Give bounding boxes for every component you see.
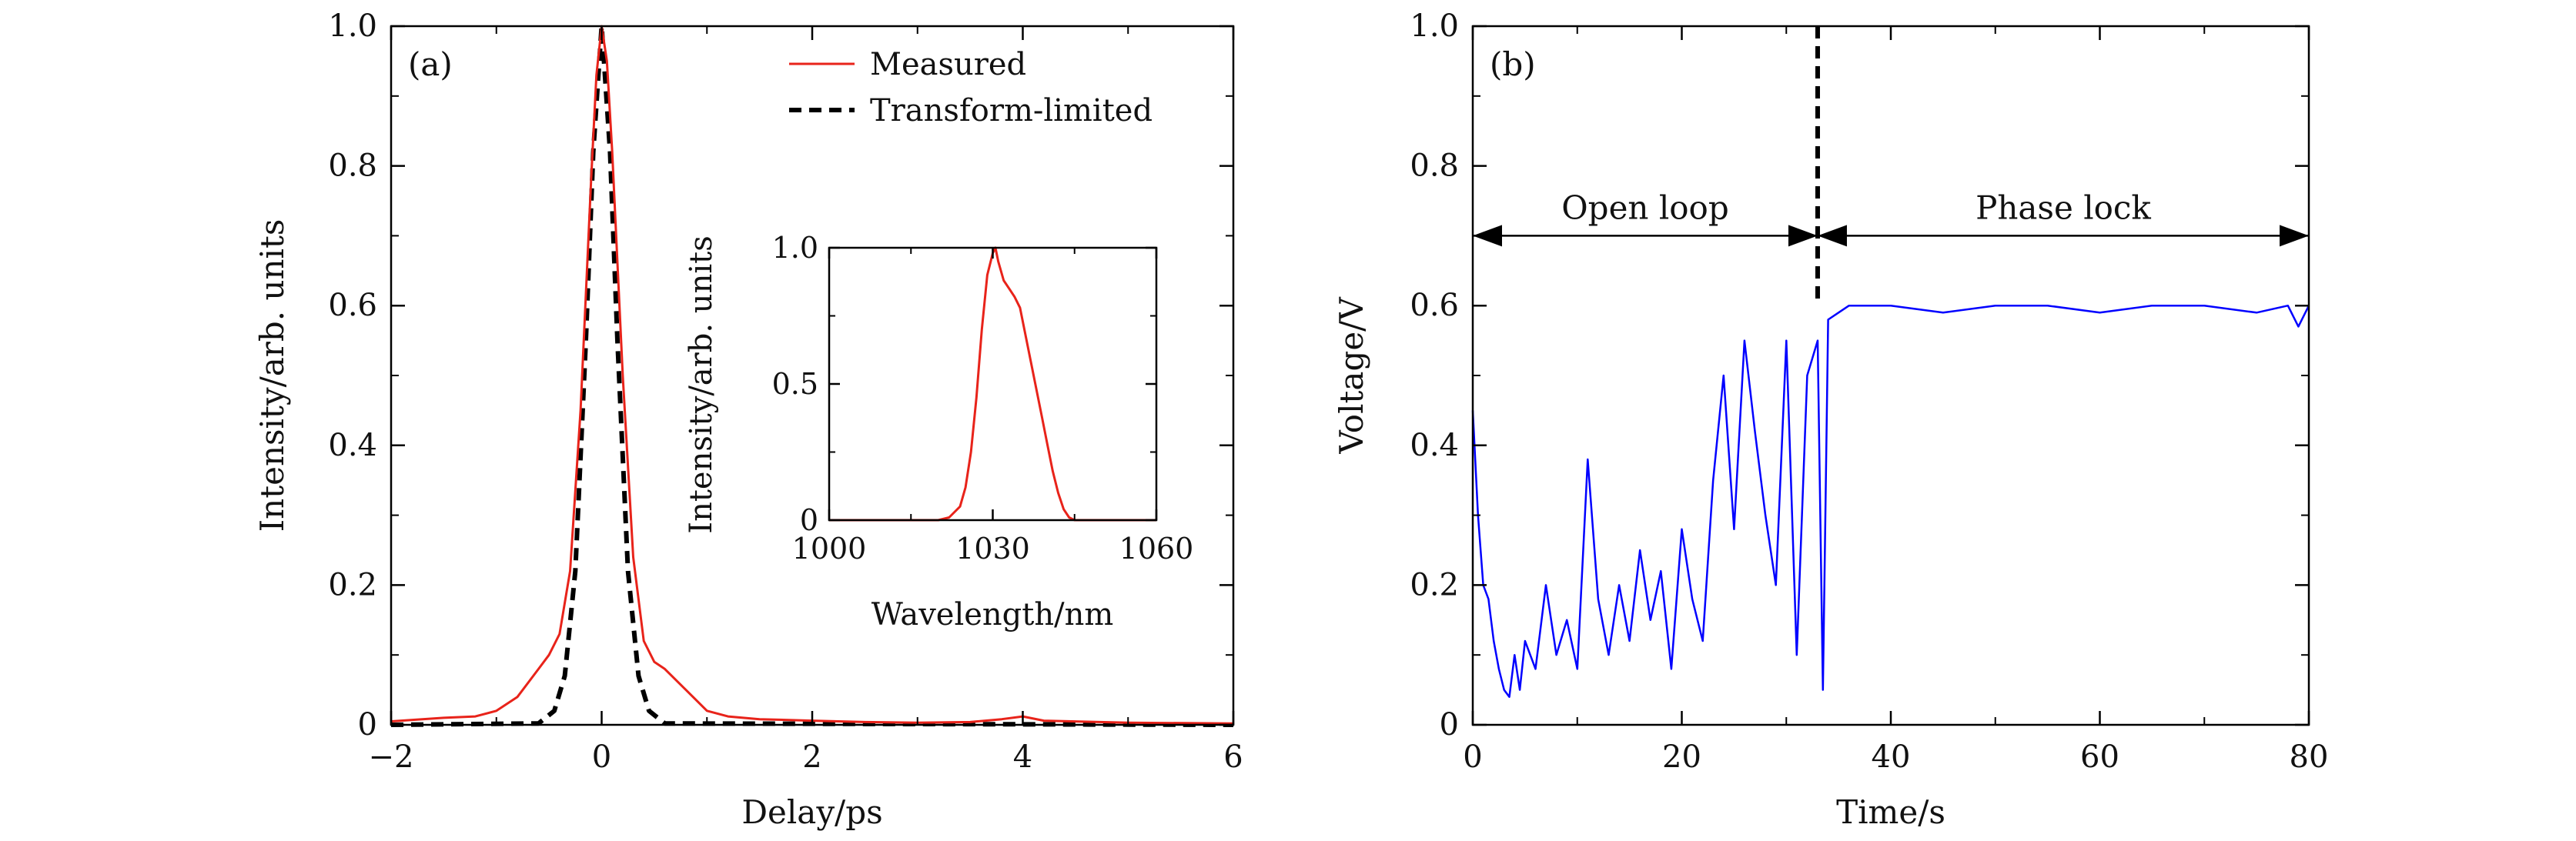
x-tick-label: 60 — [2080, 739, 2119, 775]
panel-a-y-axis-label: Intensity/arb. units — [253, 219, 291, 532]
y-tick-label: 0 — [358, 707, 377, 743]
y-tick-label: 0.2 — [1410, 567, 1459, 602]
inset-x-axis-label: Wavelength/nm — [871, 597, 1114, 632]
y-tick-label: 0.4 — [1410, 428, 1459, 463]
arrow-head — [2280, 225, 2309, 246]
arrow-head — [1788, 225, 1818, 246]
y-tick-label: 1.0 — [1410, 8, 1459, 44]
series-voltage-line — [1473, 305, 2309, 697]
y-tick-label: 1.0 — [328, 8, 377, 44]
panel-b-plot-area — [1473, 26, 2309, 697]
x-tick-label: 0 — [592, 739, 611, 775]
panel-b-y-axis-label: Voltage/V — [1333, 297, 1370, 455]
x-tick-label: 4 — [1013, 739, 1032, 775]
panel-b-annotations: Open loop Phase lock — [1473, 189, 2309, 246]
inset-frame — [829, 248, 1156, 520]
panel-a: −2 0 2 4 600.20.40.60.81.0 (a) Delay/ps Inte… — [253, 8, 1243, 831]
y-tick-label: 0.8 — [1410, 149, 1459, 184]
annotation-phase-lock: Phase lock — [1975, 189, 2151, 226]
x-tick-label: 1060 — [1119, 532, 1194, 566]
x-tick-label: 2 — [802, 739, 821, 775]
inset-spectrum-line — [829, 248, 1156, 520]
y-tick-label: 0.4 — [328, 428, 377, 463]
y-tick-label: 0 — [1440, 707, 1459, 743]
panel-a-x-axis-label: Delay/ps — [741, 793, 882, 831]
legend-label-measured: Measured — [870, 47, 1026, 82]
panel-b-frame — [1473, 26, 2309, 725]
panel-a-legend: Measured Transform-limited — [789, 47, 1153, 128]
arrow-head — [1818, 225, 1847, 246]
x-tick-label: 80 — [2290, 739, 2329, 775]
panel-b-label: (b) — [1490, 45, 1536, 83]
figure: −2 0 2 4 600.20.40.60.81.0 (a) Delay/ps Inte… — [0, 0, 2576, 841]
y-tick-label: 0.8 — [328, 149, 377, 184]
x-tick-label: 1030 — [955, 532, 1030, 566]
panel-b-x-axis-label: Time/s — [1836, 793, 1945, 831]
panel-b: 0 20 40 60 80 0 0.2 0.4 0.6 0.8 1.0 (b) Time/s Vol… — [1333, 8, 2328, 831]
y-tick-label: 0 — [800, 503, 818, 537]
x-tick-label: −2 — [369, 739, 414, 775]
y-tick-label: 0.2 — [328, 567, 377, 602]
panel-a-label: (a) — [408, 45, 453, 83]
annotation-open-loop: Open loop — [1561, 189, 1728, 226]
x-tick-label: 6 — [1223, 739, 1243, 775]
x-tick-label: 40 — [1872, 739, 1911, 775]
y-tick-label: 1.0 — [772, 231, 818, 265]
arrow-head — [1473, 225, 1502, 246]
inset-plot-area — [829, 248, 1156, 520]
inset-y-axis-label: Intensity/arb. units — [684, 235, 719, 533]
y-tick-label: 0.5 — [772, 367, 818, 401]
x-tick-label: 20 — [1662, 739, 1701, 775]
legend-label-transform-limited: Transform-limited — [870, 93, 1153, 128]
y-tick-label: 0.6 — [328, 288, 377, 323]
panel-b-ticks: 0 20 40 60 80 0 0.2 0.4 0.6 0.8 1.0 — [1410, 8, 2328, 775]
y-tick-label: 0.6 — [1410, 288, 1459, 323]
x-tick-label: 0 — [1463, 739, 1482, 775]
